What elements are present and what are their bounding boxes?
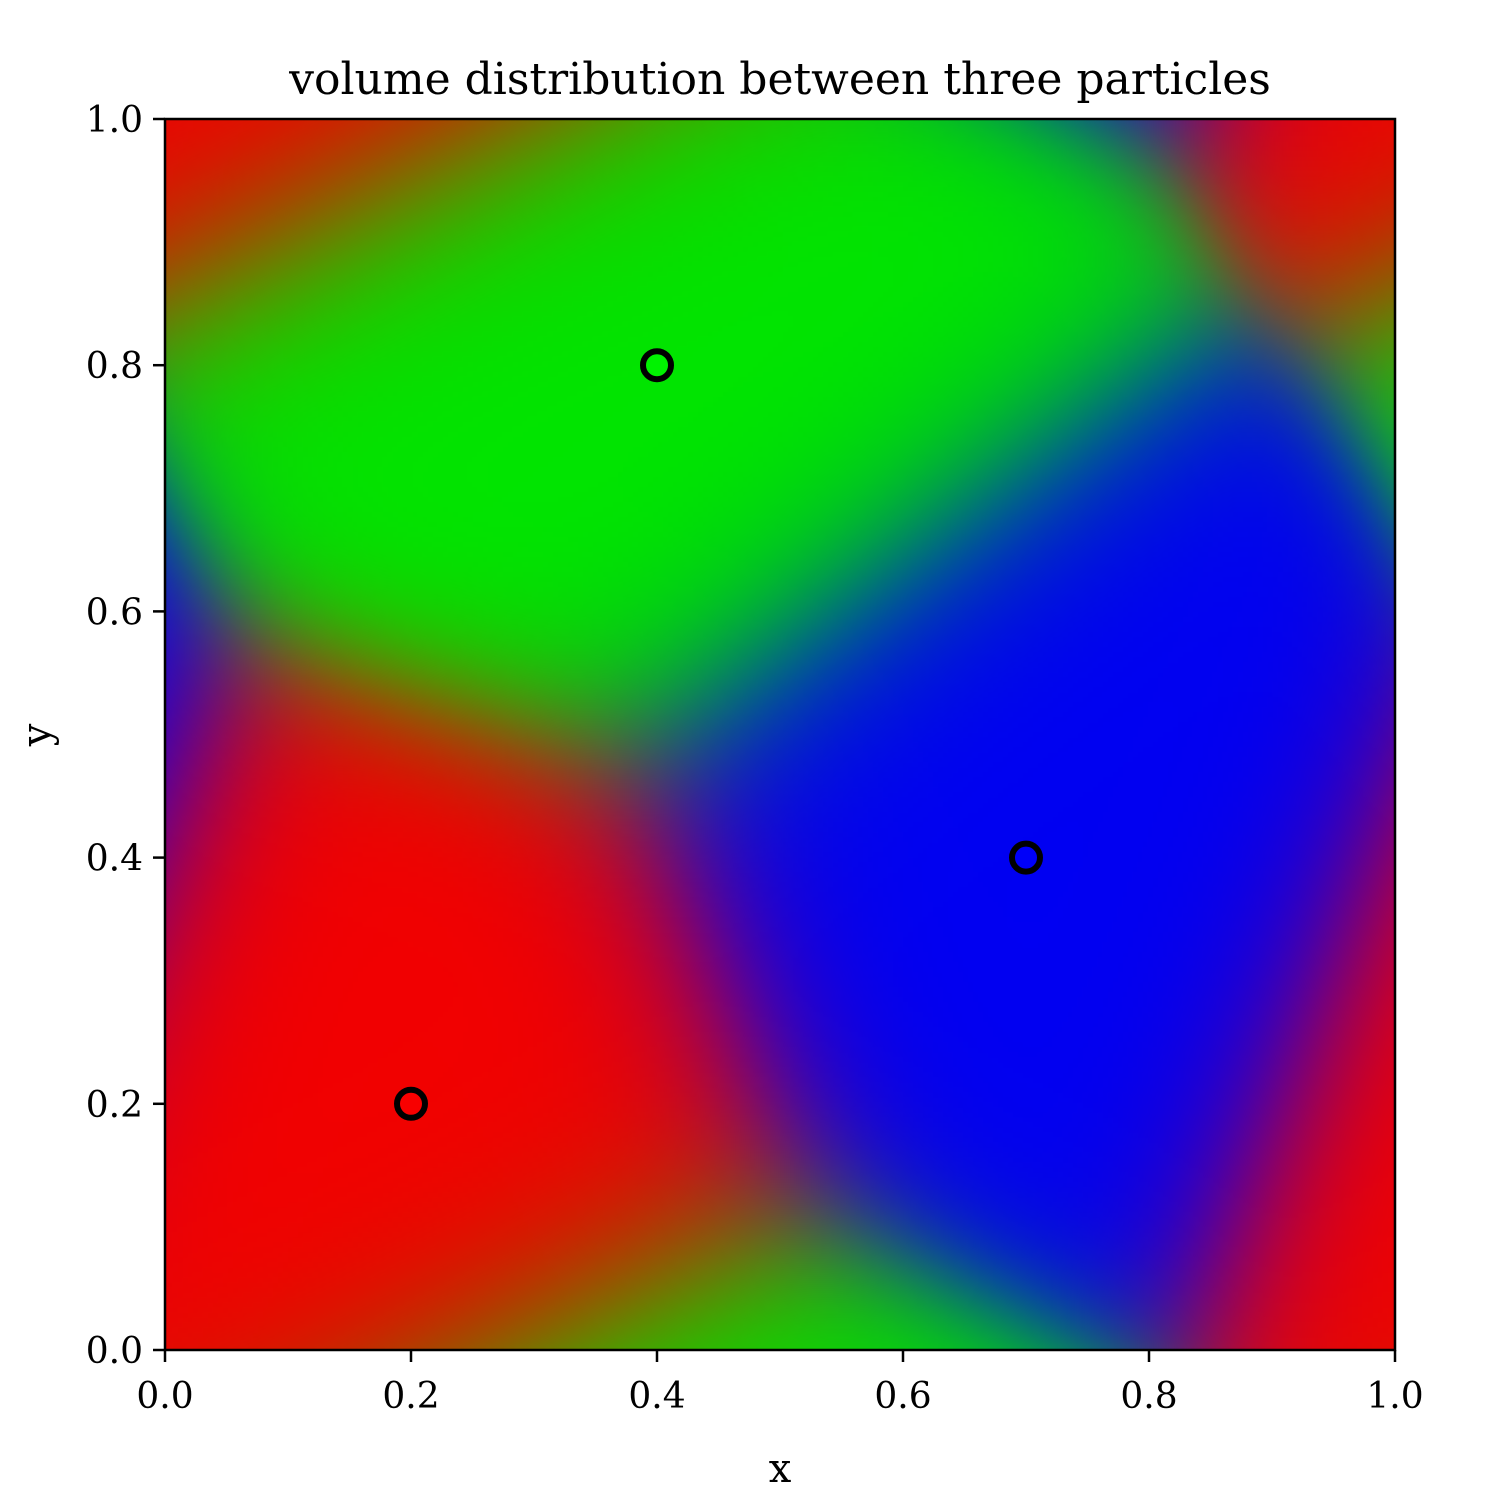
plot-frame [163,117,1397,1352]
x-tick-label: 1.0 [1366,1376,1423,1417]
y-tick-label: 1.0 [86,100,143,141]
particle-markers [394,348,1043,1121]
x-tick-label: 0.2 [382,1376,439,1417]
particle-marker [394,1086,428,1121]
y-axis-label: y [14,723,60,747]
particle-marker [1009,840,1043,875]
chart-title: volume distribution between three partic… [288,54,1271,105]
x-tick-label: 0.0 [136,1376,193,1417]
x-axis-ticks: 0.0 0.2 0.4 0.6 0.8 1.0 [136,1350,1424,1417]
y-tick-label: 0.2 [86,1085,143,1126]
y-tick-label: 0.4 [86,839,143,880]
y-tick-label: 0.6 [86,592,143,633]
x-tick-label: 0.8 [1120,1376,1177,1417]
x-tick-label: 0.6 [874,1376,931,1417]
y-tick-label: 0.8 [86,346,143,387]
particle-marker [640,348,674,383]
x-axis-label: x [769,1446,792,1492]
y-tick-label: 0.0 [86,1331,143,1372]
x-tick-label: 0.4 [628,1376,685,1417]
y-axis-ticks: 0.0 0.2 0.4 0.6 0.8 1.0 [86,100,165,1372]
heatmap-image [165,119,1395,1350]
